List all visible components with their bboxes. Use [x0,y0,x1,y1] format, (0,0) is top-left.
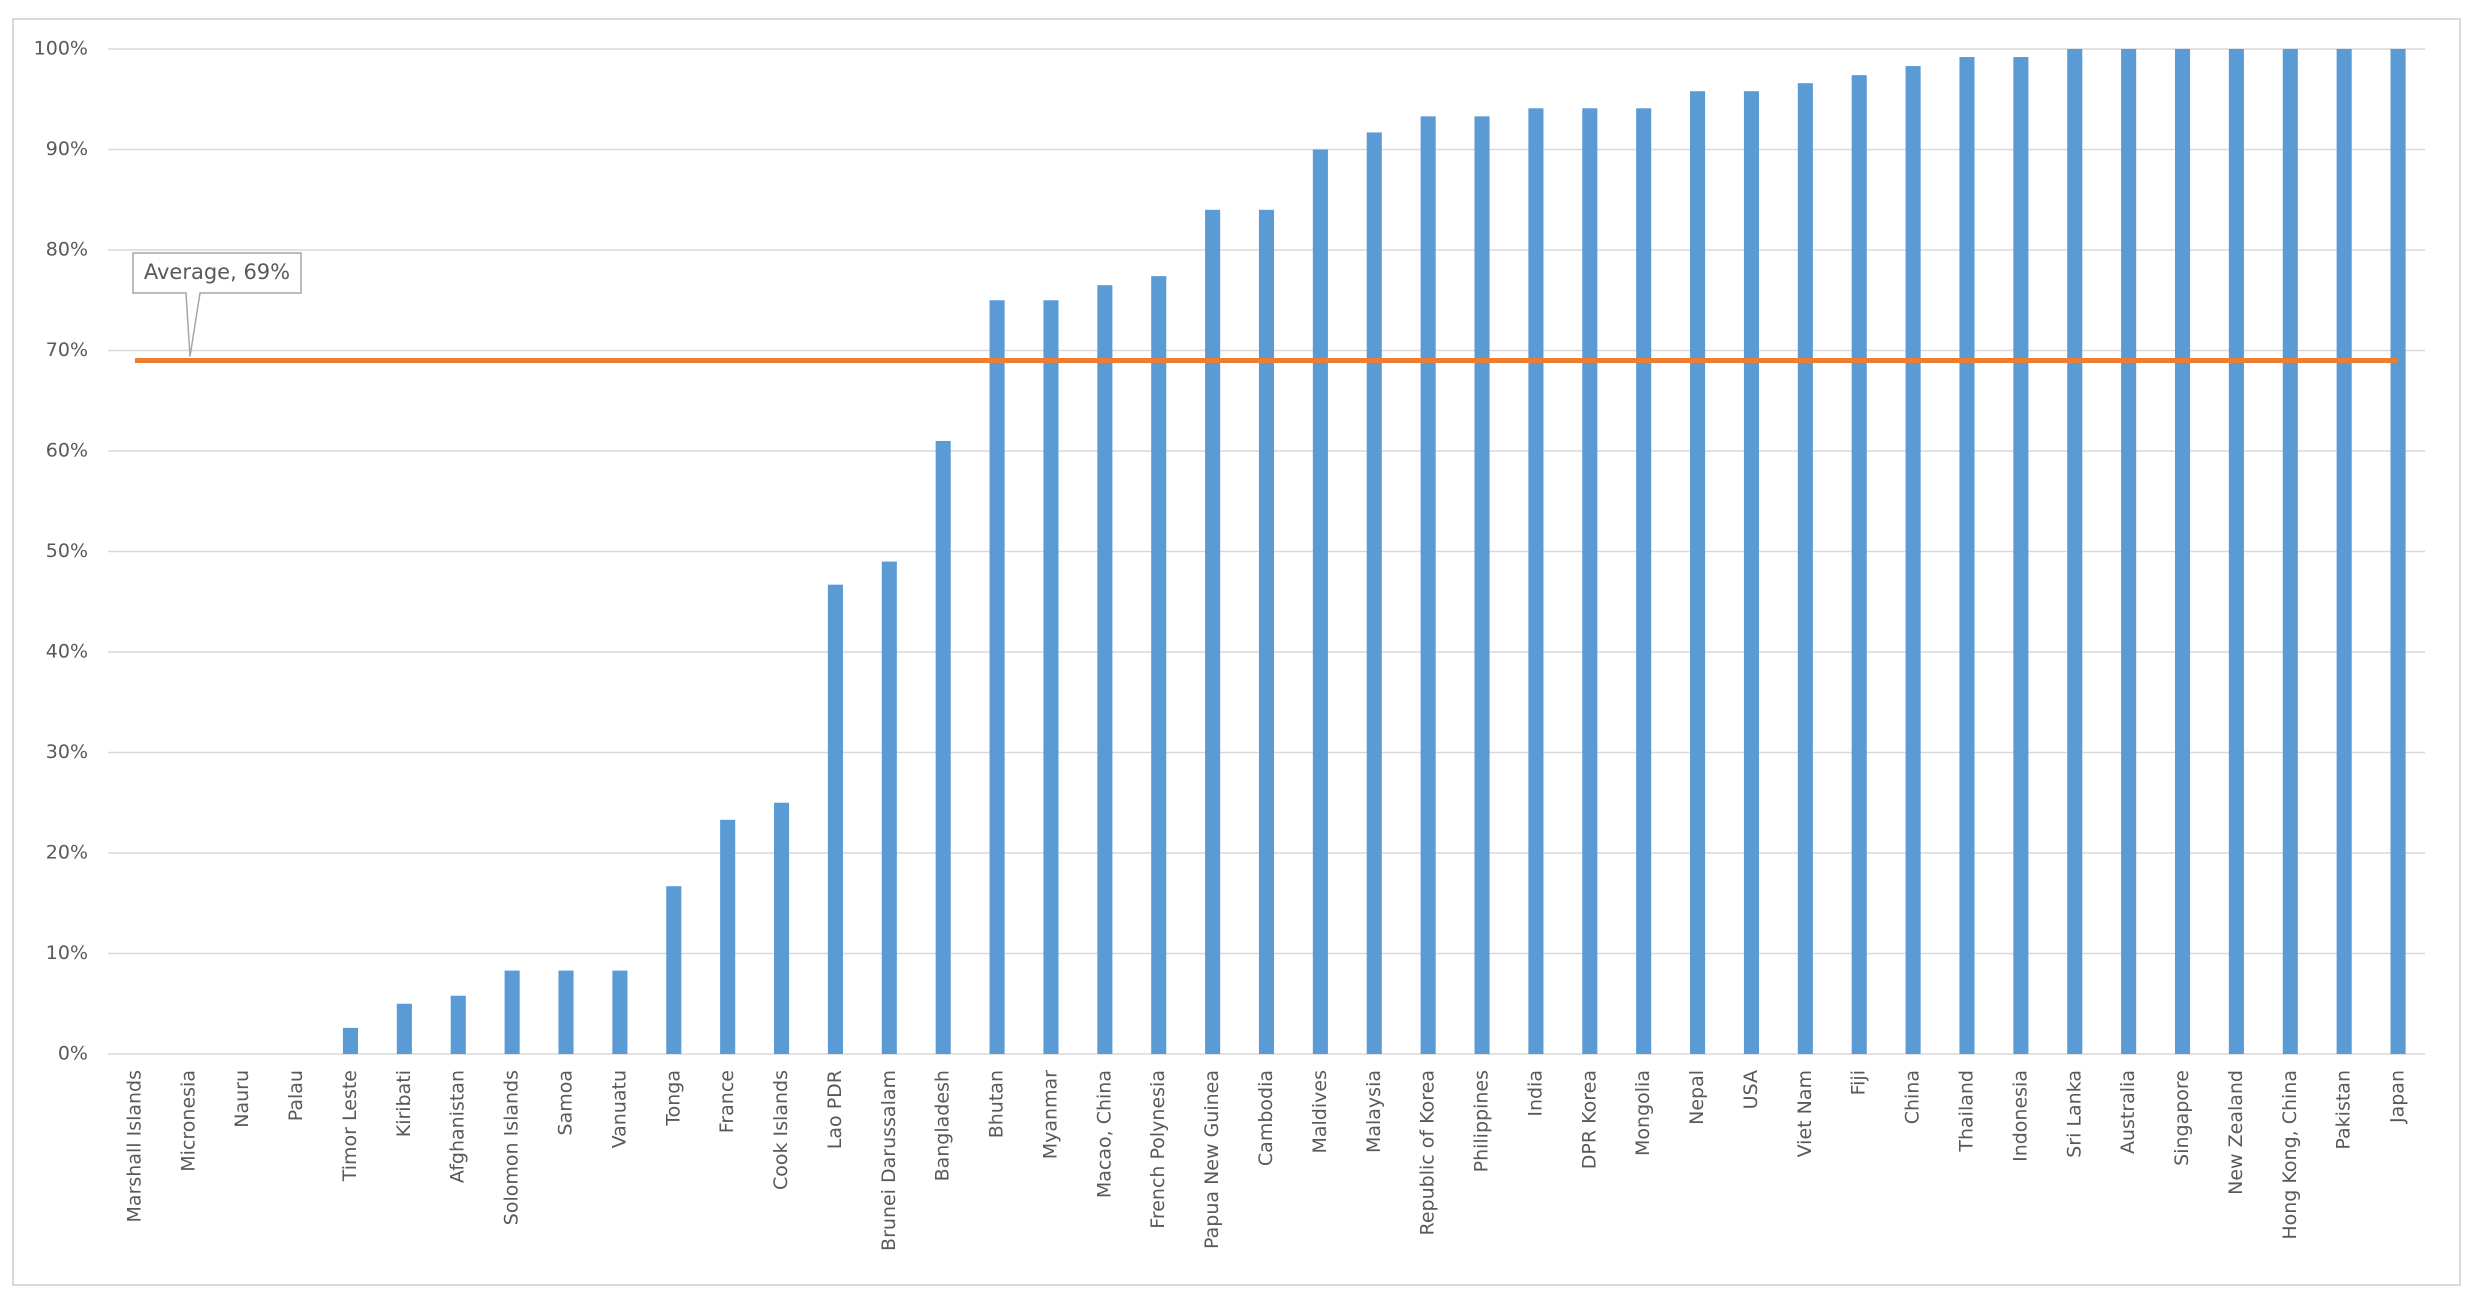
bar [2228,49,2244,1054]
x-tick-label: Micronesia [177,1070,199,1172]
x-tick-label: Viet Nam [1794,1070,1816,1157]
bar [1528,108,1544,1055]
bar [558,970,574,1054]
bar [2067,49,2083,1054]
y-tick-label: 90% [46,138,88,160]
x-tick-label: Timor Leste [339,1070,361,1182]
x-tick-label: Bangladesh [932,1070,954,1181]
x-tick-label: Maldives [1309,1070,1331,1154]
y-tick-label: 50% [46,540,88,562]
x-tick-label: Pakistan [2333,1070,2355,1150]
x-tick-label: Kiribati [393,1070,415,1137]
bar [2390,49,2406,1054]
bar [1474,116,1490,1054]
x-tick-label: Sri Lanka [2063,1070,2085,1158]
bar [1690,91,1706,1054]
x-tick-label: DPR Korea [1578,1070,1600,1169]
bar [2013,57,2029,1055]
bar [504,970,520,1054]
x-tick-label: Papua New Guinea [1201,1070,1223,1249]
callout-box [132,252,302,357]
x-tick-label: Indonesia [2009,1070,2031,1162]
average-label: Average, 69% [144,260,290,284]
bar [1420,116,1436,1054]
x-tick-label: Nepal [1686,1070,1708,1125]
x-tick-label: New Zealand [2225,1070,2247,1195]
bar [827,584,843,1054]
x-tick-label: USA [1740,1070,1762,1109]
x-tick-label: Fiji [1848,1070,1870,1095]
bar [1851,75,1867,1054]
bar [1636,108,1652,1055]
x-tick-label: India [1524,1070,1546,1117]
bar [2336,49,2352,1054]
x-tick-label: Vanuatu [608,1070,630,1148]
x-tick-label: China [1902,1070,1924,1124]
bar [2121,49,2137,1054]
y-tick-label: 10% [46,942,88,964]
bar [1366,132,1382,1055]
bar [1205,209,1221,1055]
x-tick-label: Singapore [2171,1070,2193,1166]
x-tick-label: Thailand [1955,1070,1977,1153]
x-tick-label: French Polynesia [1147,1070,1169,1229]
y-tick-label: 40% [46,641,88,663]
y-tick-label: 30% [46,741,88,763]
x-tick-label: France [716,1070,738,1133]
bar [720,819,736,1054]
x-tick-label: Macao, China [1093,1070,1115,1198]
x-tick-label: Samoa [555,1070,577,1135]
bar [774,802,790,1054]
x-tick-label: Brunei Darussalam [878,1070,900,1251]
y-tick-label: 60% [46,440,88,462]
y-tick-label: 20% [46,842,88,864]
bar [1258,209,1275,1055]
bar [989,300,1005,1054]
bar [1312,149,1328,1054]
x-tick-label: Philippines [1471,1070,1493,1172]
y-tick-label: 80% [46,239,88,261]
x-tick-label: Solomon Islands [501,1070,523,1225]
x-tick-label: Japan [2387,1070,2409,1124]
bar [1151,276,1167,1054]
bar [1797,83,1813,1055]
bar [881,561,897,1054]
x-tick-label: Palau [285,1070,307,1121]
x-tick-label: Lao PDR [824,1070,846,1149]
x-tick-label: Malaysia [1363,1070,1385,1153]
bar [935,440,951,1054]
x-tick-label: Cook Islands [770,1070,792,1190]
x-tick-label: Australia [2117,1070,2139,1154]
bar [1582,108,1598,1055]
bar [612,970,628,1054]
bar [666,886,682,1054]
y-tick-label: 70% [46,339,88,361]
bar [450,995,466,1054]
x-tick-label: Republic of Korea [1417,1070,1439,1235]
x-tick-label: Hong Kong, China [2279,1070,2301,1240]
x-tick-label: Myanmar [1039,1070,1061,1159]
bar [1743,91,1759,1054]
bar [2282,49,2298,1054]
x-tick-label: Nauru [231,1070,253,1128]
y-tick-label: 0% [58,1043,88,1065]
x-tick-label: Marshall Islands [123,1070,145,1222]
x-tick-label: Afghanistan [447,1070,469,1183]
x-tick-label: Tonga [662,1070,684,1127]
bar [1097,285,1113,1054]
bar [1959,57,1975,1055]
x-tick-label: Cambodia [1255,1070,1277,1166]
bar [2174,49,2191,1054]
bar [342,1027,359,1054]
bar [396,1003,412,1054]
x-tick-label: Bhutan [986,1070,1008,1138]
y-tick-label: 100% [34,38,88,60]
x-tick-label: Mongolia [1632,1070,1654,1156]
bar [1043,300,1059,1054]
bar [1905,66,1921,1054]
